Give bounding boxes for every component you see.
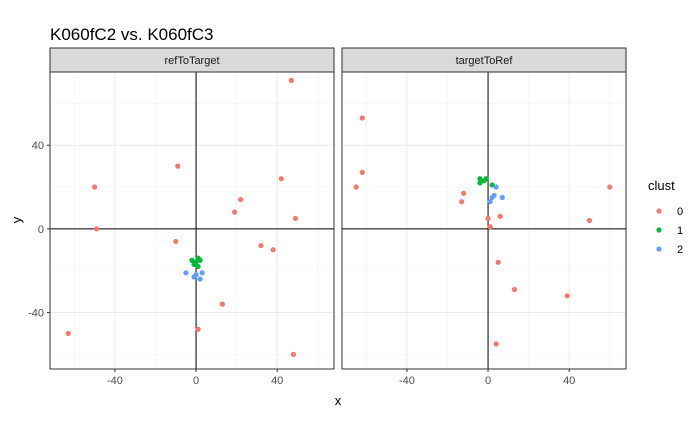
facet-strip-label: refToTarget [164,55,219,67]
point-clust-0 [485,215,491,222]
point-clust-1 [195,255,201,261]
point-clust-2 [487,199,493,205]
point-clust-0 [232,209,238,215]
point-clust-2 [199,270,205,276]
point-clust-0 [586,217,593,224]
point-clust-0 [195,326,201,332]
point-clust-1 [477,176,483,182]
panel-border [341,71,627,370]
x-tick-label: -40 [107,375,123,387]
point-clust-2 [193,272,199,278]
x-tick-label: -40 [399,375,415,387]
point-clust-2 [499,194,505,201]
point-clust-0 [487,224,493,230]
point-clust-1 [191,261,197,268]
point-clust-0 [461,190,467,196]
panel-border [49,71,335,370]
point-clust-0 [270,247,276,253]
point-clust-0 [278,176,284,182]
point-clust-0 [292,215,299,222]
facet-strip [49,47,335,73]
point-clust-0 [607,184,613,190]
point-clust-2 [183,270,189,276]
point-clust-0 [495,259,501,265]
x-axis-title: x [335,393,342,408]
point-clust-0 [288,77,294,83]
facet-panels: refToTarget -40 0 40 -40 0 40 targetToRef -40 0 40 [28,47,627,387]
point-clust-0 [493,341,499,347]
point-clust-0 [65,330,71,337]
x-tick-label: 0 [485,375,491,387]
legend-key-1 [656,227,662,233]
point-clust-0 [290,351,297,357]
legend-key-0 [656,208,662,214]
panel-refToTarget: refToTarget -40 0 40 -40 0 40 [28,47,335,387]
y-tick-label: 0 [38,224,44,236]
x-tick-label: 40 [271,375,283,387]
point-clust-0 [359,169,365,175]
chart-title: K060fC2 vs. K060fC3 [50,25,213,44]
legend-label: 0 [677,206,683,218]
point-clust-1 [195,263,201,270]
point-clust-0 [92,184,98,190]
legend: clust 0 1 2 [648,178,683,256]
point-clust-2 [197,276,203,282]
y-tick-label: 40 [32,140,44,152]
point-clust-0 [173,238,179,245]
point-clust-0 [258,242,264,249]
point-clust-2 [489,194,495,201]
point-clust-1 [483,176,489,182]
point-clust-0 [175,163,181,169]
point-clust-2 [493,184,499,190]
point-clust-0 [511,286,518,293]
legend-title: clust [648,178,675,193]
y-axis-title: y [9,216,24,223]
point-clust-1 [489,182,495,188]
point-clust-0 [94,226,100,232]
point-clust-0 [238,196,244,203]
legend-key-2 [656,246,662,252]
x-tick-label: 0 [193,375,199,387]
panel-targetToRef: targetToRef -40 0 40 [341,47,627,387]
y-tick-label: -40 [28,308,44,320]
point-clust-0 [564,293,570,299]
point-clust-0 [497,213,503,219]
facet-strip-label: targetToRef [456,55,514,67]
point-clust-1 [477,180,483,186]
point-clust-0 [359,115,365,121]
point-clust-0 [459,199,465,205]
legend-label: 2 [677,244,683,256]
point-clust-0 [219,301,226,307]
legend-label: 1 [677,225,683,237]
x-tick-label: 40 [563,375,575,387]
point-clust-1 [189,257,195,263]
point-clust-0 [353,184,359,190]
